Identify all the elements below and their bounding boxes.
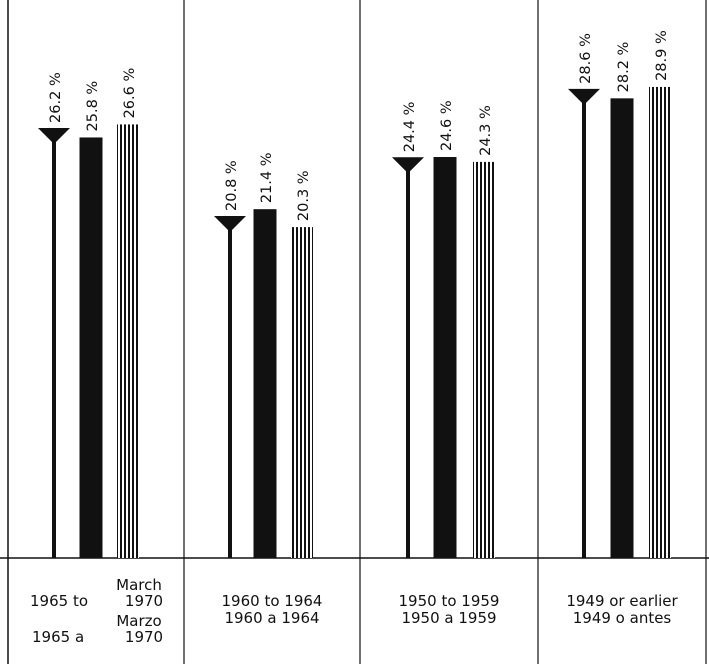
pin-marker-triangle (38, 127, 70, 144)
striped-bar (473, 161, 495, 558)
pin-bar (228, 218, 232, 558)
striped-bar (649, 86, 671, 559)
value-label: 20.8 % (224, 160, 240, 211)
value-label: 20.3 % (296, 170, 312, 221)
pin-bar (406, 160, 410, 558)
category-label-es-year: 1970 (125, 628, 163, 646)
value-label: 26.2 % (48, 72, 64, 123)
striped-bar (117, 124, 139, 559)
pin-bar (582, 91, 586, 558)
striped-bar (291, 227, 313, 559)
category-label: 1949 or earlier (566, 592, 678, 610)
solid-bar (79, 137, 103, 558)
category-label-en-prefix: 1965 to (30, 592, 88, 610)
category-label: 1950 to 1959 (399, 592, 500, 610)
category-label: 1960 a 1964 (224, 609, 319, 627)
value-label: 21.4 % (259, 152, 275, 203)
pin-marker-triangle (214, 215, 246, 232)
category-label: 1960 to 1964 (222, 592, 323, 610)
value-label: 24.4 % (402, 102, 418, 153)
pin-marker-triangle (392, 157, 424, 174)
category-label-en-year: 1970 (125, 592, 163, 610)
category-label: 1949 o antes (573, 609, 672, 627)
category-label-en-month: March (116, 576, 162, 594)
solid-bar (253, 209, 277, 558)
category-label-es-prefix: 1965 a (32, 628, 84, 646)
value-label: 28.6 % (578, 33, 594, 84)
bar-group (38, 86, 671, 559)
value-label: 25.8 % (85, 81, 101, 132)
solid-bar (610, 98, 634, 558)
value-labels: 26.2 % 20.8 % 24.4 % 28.6 % 25.8 % 21.4 % 24.6… (48, 30, 670, 221)
value-label: 24.3 % (478, 105, 494, 156)
pin-bar (52, 130, 56, 558)
pin-marker-triangle (568, 88, 600, 105)
value-label: 24.6 % (439, 100, 455, 151)
solid-bar (433, 157, 457, 558)
value-label: 28.9 % (654, 30, 670, 81)
category-label-es-month: Marzo (116, 612, 161, 630)
value-label: 28.2 % (616, 42, 632, 93)
category-label: 1950 a 1959 (401, 609, 496, 627)
value-label: 26.6 % (122, 68, 138, 119)
